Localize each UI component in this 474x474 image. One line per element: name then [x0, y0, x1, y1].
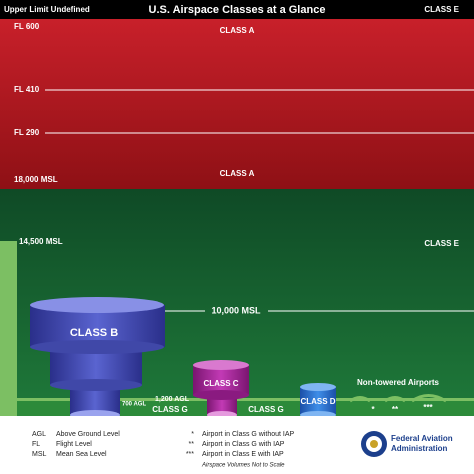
- class-d-top: [300, 383, 336, 391]
- legend-key: AGL: [32, 431, 46, 438]
- class-c-tier: [207, 395, 237, 415]
- altitude-label: 1,200 AGL: [155, 396, 190, 403]
- altitude-label: 14,500 MSL: [19, 237, 63, 246]
- legend-key: ***: [186, 451, 194, 458]
- class-label: CLASS C: [203, 379, 238, 388]
- altitude-label: 18,000 MSL: [14, 175, 58, 184]
- altitude-label: FL 290: [14, 128, 40, 137]
- altitude-label: 700 AGL: [122, 402, 146, 408]
- legend-text: Airport in Class G without IAP: [202, 431, 295, 438]
- class-label: CLASS G: [152, 405, 188, 414]
- legend-key: FL: [32, 441, 40, 448]
- class-e-floor: [0, 241, 474, 416]
- class-a-area: [0, 19, 474, 189]
- faa-seal-emblem: [370, 440, 378, 448]
- altitude-label: 10,000 MSL: [211, 305, 261, 315]
- airport-marker: ***: [423, 403, 433, 412]
- class-g-band: [17, 401, 474, 416]
- legend-note: Airspace Volumes Not to Scale: [201, 463, 285, 469]
- class-label: CLASS B: [70, 327, 118, 339]
- airport-marker: **: [392, 405, 399, 414]
- legend-key: MSL: [32, 451, 47, 458]
- title: U.S. Airspace Classes at a Glance: [149, 4, 326, 16]
- legend-key: *: [191, 431, 194, 438]
- airport-marker: *: [371, 405, 375, 414]
- airports-title: Non-towered Airports: [357, 378, 439, 387]
- class-label: CLASS A: [220, 26, 255, 35]
- class-b-edge: [50, 379, 142, 391]
- class-label: CLASS A: [220, 169, 255, 178]
- class-d-volume: [300, 387, 336, 415]
- legend-text: Above Ground Level: [56, 431, 120, 438]
- class-label: CLASS G: [248, 405, 284, 414]
- header-right: CLASS E: [424, 5, 459, 14]
- altitude-label: FL 410: [14, 85, 40, 94]
- legend-text: Airport in Class E with IAP: [202, 451, 284, 458]
- header-bar: [0, 0, 474, 19]
- altitude-label: FL 600: [14, 22, 40, 31]
- class-label: CLASS D: [300, 397, 335, 406]
- legend-text: Flight Level: [56, 441, 92, 448]
- airport-bumps: [349, 394, 447, 403]
- class-b-edge: [30, 340, 164, 354]
- legend-text: Mean Sea Level: [56, 451, 107, 458]
- header-left: Upper Limit Undefined: [4, 5, 90, 14]
- legend-text: Airport in Class G with IAP: [202, 441, 285, 448]
- class-label: CLASS E: [424, 239, 459, 248]
- class-b-top: [30, 297, 164, 313]
- class-c-top: [193, 360, 249, 370]
- class-c-edge: [193, 390, 249, 400]
- agency-name: Administration: [391, 444, 448, 453]
- legend-area: [0, 416, 474, 474]
- agency-name: Federal Aviation: [391, 434, 453, 443]
- legend-key: **: [189, 441, 195, 448]
